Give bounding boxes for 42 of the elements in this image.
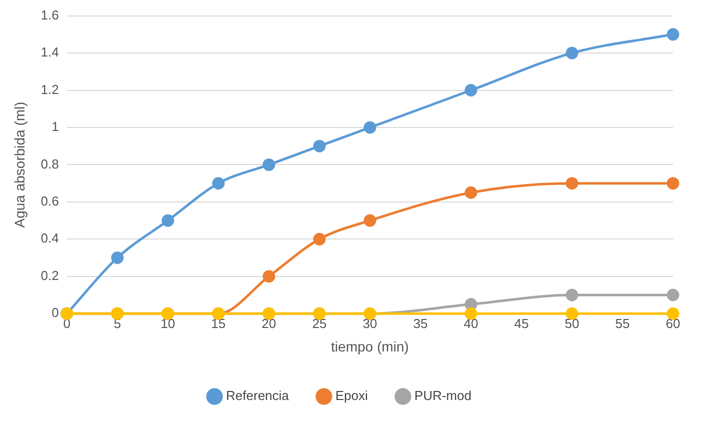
x-tick-label: 60	[666, 316, 680, 331]
x-axis-title: tiempo (min)	[331, 338, 409, 354]
point	[666, 28, 680, 41]
x-tick-label: 55	[615, 316, 630, 331]
x-tick-label: 15	[211, 316, 226, 331]
legend-label: Referencia	[226, 388, 290, 404]
x-tick-label: 25	[312, 316, 327, 331]
point	[464, 186, 478, 199]
x-tick-label: 30	[362, 316, 378, 331]
point	[111, 252, 124, 264]
point	[566, 177, 578, 190]
y-axis-title: Agua absorbida (ml)	[11, 102, 28, 228]
point	[364, 214, 376, 227]
point	[666, 177, 680, 190]
x-tick-label: 50	[564, 316, 580, 331]
y-tick-label: 0	[52, 305, 59, 320]
point	[566, 46, 578, 60]
x-tick-label: 40	[464, 316, 478, 331]
point	[464, 84, 478, 96]
point	[313, 140, 326, 152]
y-tick-label: 0.6	[40, 194, 59, 209]
x-tick-label: 10	[160, 316, 176, 331]
x-tick-label: 20	[262, 316, 276, 331]
point	[666, 288, 680, 302]
y-tick-label: 0.8	[40, 156, 59, 172]
point	[364, 121, 376, 134]
point	[262, 158, 276, 171]
y-tick-label: 0.4	[40, 230, 59, 246]
x-tick-label: 35	[413, 316, 428, 331]
y-tick-label: 1.6	[40, 7, 59, 22]
legend-label: Epoxi	[335, 388, 368, 404]
point	[566, 288, 578, 302]
point	[262, 270, 276, 283]
point	[212, 177, 225, 190]
x-tick-label: 45	[514, 316, 529, 331]
y-tick-label: 1.4	[40, 44, 59, 60]
point	[313, 232, 326, 246]
legend-label: PUR-mod	[414, 388, 472, 404]
y-tick-label: 1	[52, 119, 59, 134]
point	[162, 214, 174, 227]
y-tick-label: 1.2	[40, 82, 59, 97]
y-tick-label: 0.2	[40, 268, 59, 283]
